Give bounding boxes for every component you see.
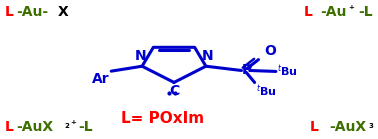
Text: $^t$Bu: $^t$Bu (256, 83, 277, 99)
Text: C: C (169, 84, 179, 98)
Text: L: L (304, 5, 313, 19)
Text: L: L (310, 120, 319, 134)
Text: L: L (5, 5, 14, 19)
Text: P: P (242, 63, 253, 77)
Text: -L: -L (78, 120, 93, 134)
Text: X: X (58, 5, 68, 19)
Text: Ar: Ar (92, 72, 109, 86)
Text: -AuX: -AuX (330, 120, 367, 134)
Text: ₂: ₂ (64, 120, 69, 130)
Text: ₃: ₃ (368, 120, 373, 130)
Text: -Au-: -Au- (17, 5, 49, 19)
Text: -AuX: -AuX (17, 120, 54, 134)
Text: N: N (135, 49, 146, 63)
Text: ⁺: ⁺ (70, 120, 76, 130)
Text: ⁺: ⁺ (348, 5, 354, 15)
Text: -L: -L (358, 5, 373, 19)
Text: O: O (264, 44, 276, 58)
Text: L= POxIm: L= POxIm (121, 111, 204, 126)
Text: $^t$Bu: $^t$Bu (277, 63, 298, 79)
Text: -Au: -Au (320, 5, 347, 19)
Text: L: L (5, 120, 14, 134)
Text: N: N (202, 49, 214, 63)
